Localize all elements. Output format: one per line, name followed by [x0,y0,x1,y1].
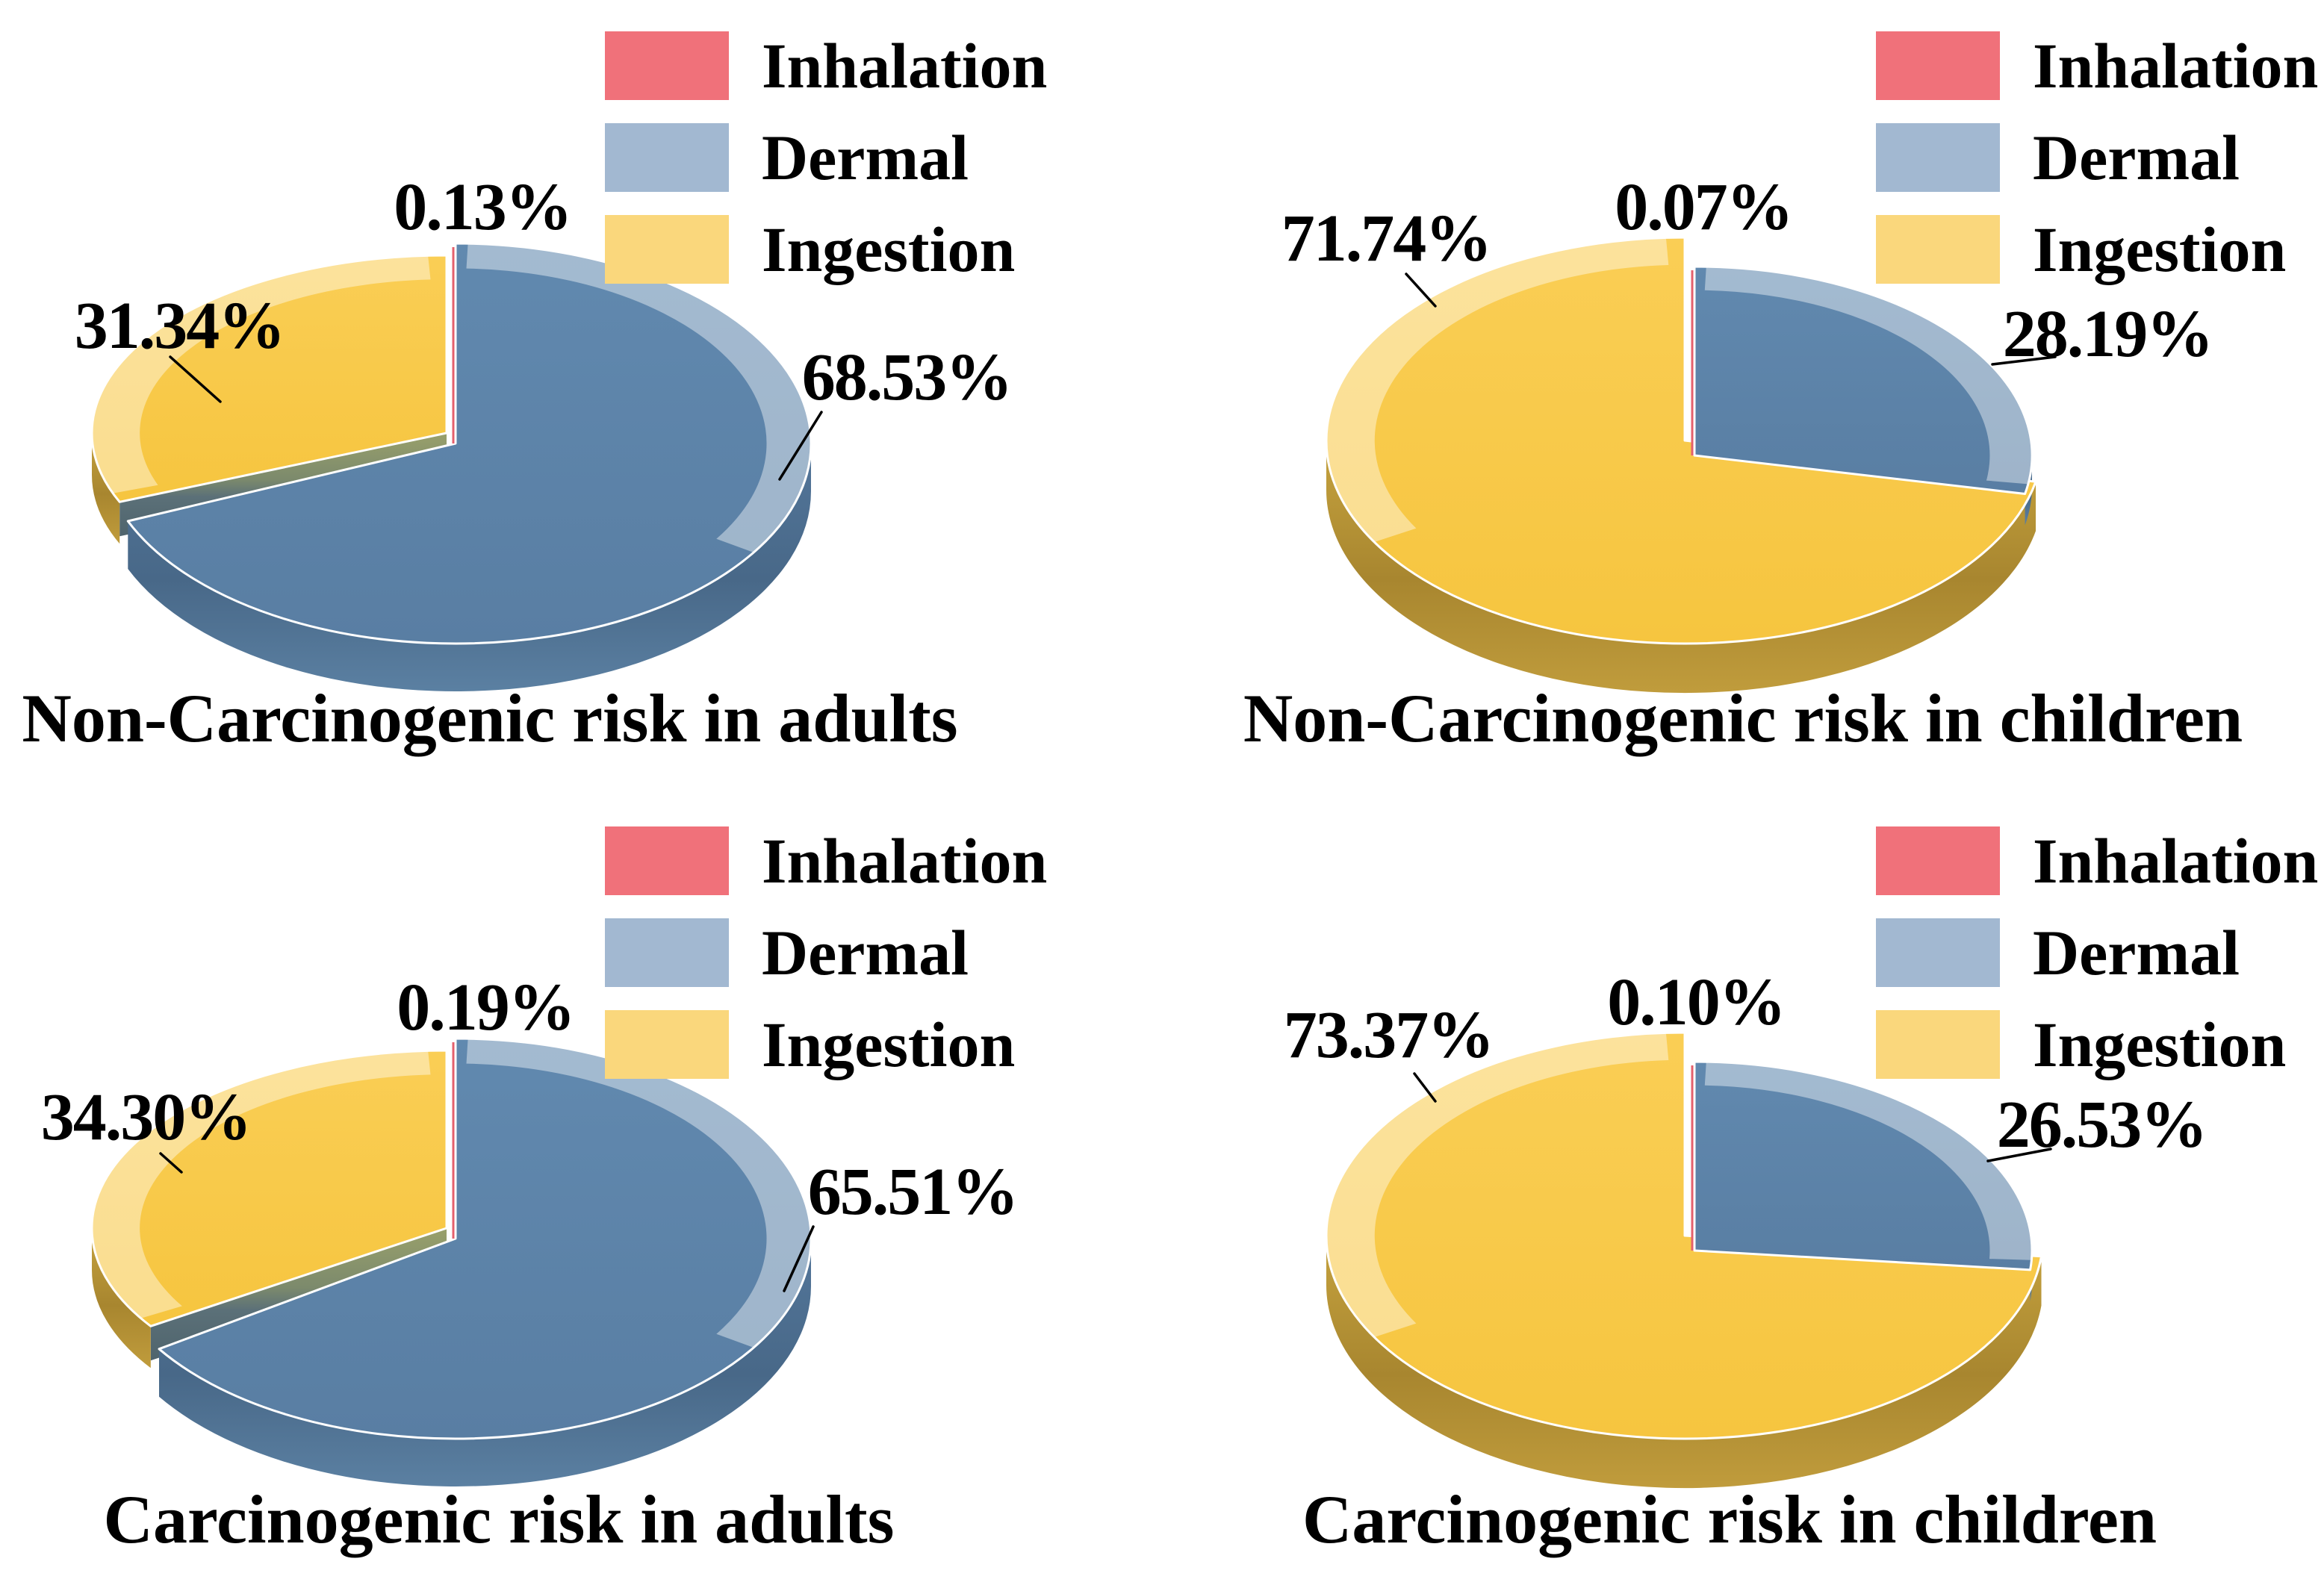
pie-side-wall-ingestion [1326,440,2036,694]
inhalation-color-swatch-icon [605,826,729,895]
pie-slice-ingestion [90,1049,448,1327]
chart-title: Carcinogenic risk in children [1302,1481,2157,1557]
legend-label-ingestion: Ingestion [2033,214,2287,285]
legend-item-ingestion: Ingestion [1876,215,2318,284]
dermal-color-swatch-icon [605,123,729,192]
chart-carcinogenic-children: 0.10% 26.53% 73.37% Inhalation Dermal In… [1162,795,2324,1590]
pie-rim-highlight-ingestion [91,255,431,494]
legend: Inhalation Dermal Ingestion [605,826,1047,1079]
legend-label-inhalation: Inhalation [762,825,1048,897]
pie-canvas-carcinogenic-adults [90,1037,815,1486]
leader-line-ingestion [1405,273,1437,308]
label-ingestion-pct: 73.37% [1283,998,1494,1072]
pie-slice-dermal [1693,1060,2034,1271]
legend-item-inhalation: Inhalation [605,826,1047,895]
legend-item-ingestion: Ingestion [605,1010,1047,1079]
label-dermal-pct: 28.19% [2002,297,2213,371]
legend-item-ingestion: Ingestion [605,215,1047,284]
pie-side-wall-dermal [128,443,812,692]
pie-side-wall-ingestion [92,1228,151,1369]
legend: Inhalation Dermal Ingestion [1876,31,2318,284]
label-inhalation-pct: 0.13% [394,170,572,244]
legend-item-inhalation: Inhalation [1876,31,2318,100]
pie-canvas-non-carcinogenic-adults [90,242,823,692]
leader-line-ingestion [169,355,222,403]
label-ingestion-pct: 71.74% [1281,202,1492,275]
pie-rim-highlight-ingestion [1326,1033,1669,1337]
legend-item-dermal: Dermal [1876,918,2318,987]
pie-side-wall-ingestion [92,433,120,544]
inhalation-color-swatch-icon [1876,826,2000,895]
inhalation-color-swatch-icon [1876,31,2000,100]
pie-rim-highlight-ingestion [1326,237,1669,542]
legend: Inhalation Dermal Ingestion [1876,826,2318,1079]
legend-label-inhalation: Inhalation [2033,30,2319,102]
legend-label-inhalation: Inhalation [762,30,1048,102]
legend-label-inhalation: Inhalation [2033,825,2319,897]
chart-non-carcinogenic-children: 0.07% 28.19% 71.74% Inhalation Dermal In… [1162,0,2324,795]
label-inhalation-pct: 0.07% [1615,170,1793,244]
chart-carcinogenic-adults: 0.19% 65.51% 34.30% Inhalation Dermal In… [0,795,1162,1590]
ingestion-color-swatch-icon [1876,215,2000,284]
pie-side-wall-ingestion [1326,1236,2042,1489]
label-inhalation-pct: 0.19% [397,971,575,1044]
leader-line-dermal [778,411,823,481]
pie-slice-ingestion [1325,1031,2042,1440]
dermal-color-swatch-icon [1876,918,2000,987]
legend-item-inhalation: Inhalation [1876,826,2318,895]
pie-rim-highlight-dermal [1704,267,2033,485]
legend-label-dermal: Dermal [762,122,969,193]
ingestion-color-swatch-icon [1876,1010,2000,1079]
legend-label-dermal: Dermal [2033,917,2240,988]
legend-item-dermal: Dermal [605,918,1047,987]
legend-item-dermal: Dermal [605,123,1047,192]
legend-item-ingestion: Ingestion [1876,1010,2318,1079]
leader-line-dermal [1991,355,2057,366]
pie-rim-highlight-ingestion [91,1050,431,1318]
legend-label-ingestion: Ingestion [762,214,1016,285]
label-dermal-pct: 26.53% [1996,1088,2208,1162]
pie-slice-ingestion [1325,236,2037,645]
legend-label-ingestion: Ingestion [2033,1009,2287,1080]
leader-line-dermal [1986,1148,2052,1162]
dermal-color-swatch-icon [605,918,729,987]
legend: Inhalation Dermal Ingestion [605,31,1047,284]
pie-rim-highlight-dermal [466,1039,811,1348]
label-inhalation-pct: 0.10% [1607,965,1786,1039]
chart-title: Non-Carcinogenic risk in children [1243,680,2243,756]
leader-line-ingestion [159,1152,183,1174]
label-dermal-pct: 68.53% [801,340,1013,414]
legend-item-inhalation: Inhalation [605,31,1047,100]
label-ingestion-pct: 31.34% [74,289,285,363]
legend-label-ingestion: Ingestion [762,1009,1016,1080]
inhalation-color-swatch-icon [605,31,729,100]
ingestion-color-swatch-icon [605,1010,729,1079]
dermal-color-swatch-icon [1876,123,2000,192]
leader-line-dermal [783,1225,815,1292]
pie-slice-dermal [126,242,813,645]
pie-slice-dermal [1693,265,2034,495]
pie-canvas-non-carcinogenic-children [1325,236,2057,694]
label-dermal-pct: 65.51% [807,1155,1019,1229]
leader-line-ingestion [1413,1072,1437,1103]
label-ingestion-pct: 34.30% [40,1080,252,1154]
chart-title: Non-Carcinogenic risk in adults [22,680,958,756]
pie-canvas-carcinogenic-children [1325,1031,2052,1489]
chart-title: Carcinogenic risk in adults [103,1481,895,1557]
pie-rim-highlight-dermal [466,243,811,552]
chart-non-carcinogenic-adults: 0.13% 68.53% 31.34% Inhalation Dermal In… [0,0,1162,795]
legend-label-dermal: Dermal [2033,122,2240,193]
legend-item-dermal: Dermal [1876,123,2318,192]
pie-slice-ingestion [90,254,448,503]
legend-label-dermal: Dermal [762,917,969,988]
ingestion-color-swatch-icon [605,215,729,284]
pie-rim-highlight-dermal [1704,1062,2032,1260]
